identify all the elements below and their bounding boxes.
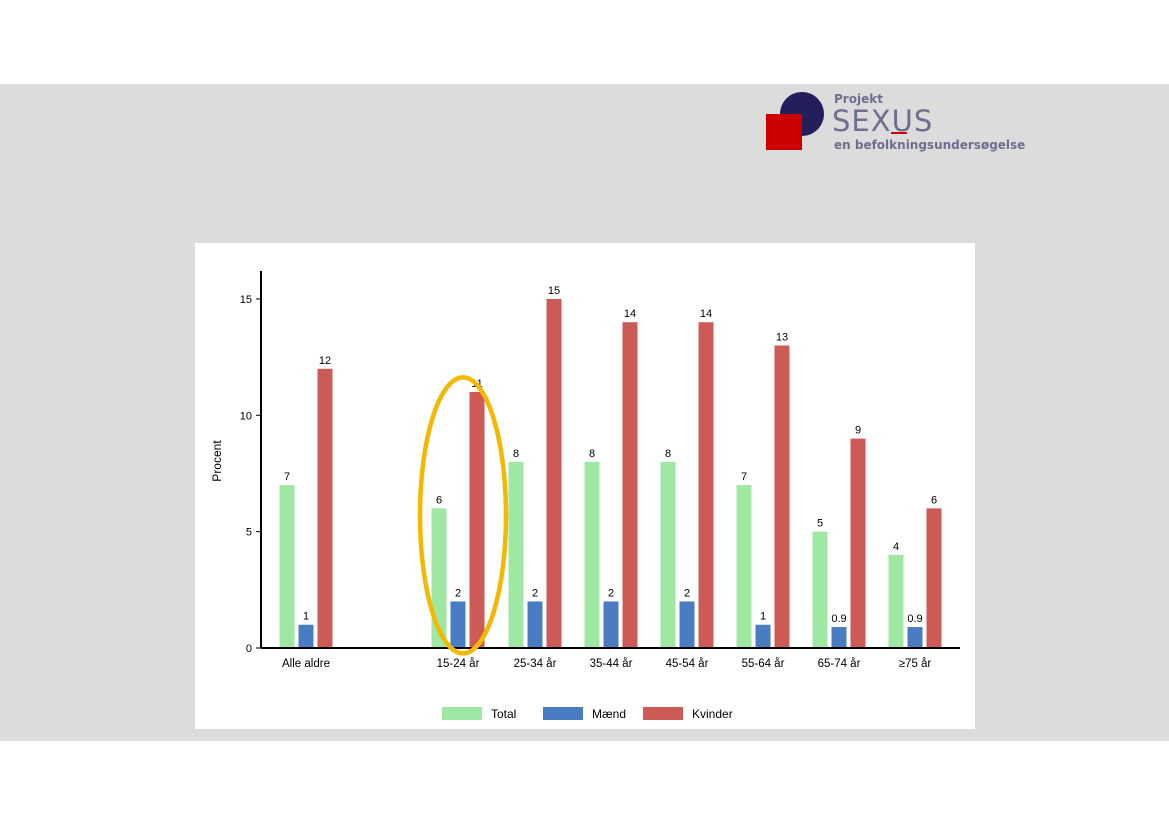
legend-swatch: [543, 707, 583, 720]
bar-value-label: 9: [855, 425, 861, 437]
bar: [812, 531, 828, 648]
bar-value-label: 2: [532, 587, 538, 599]
bar-value-label: 14: [700, 308, 712, 320]
x-tick-label: 15-24 år: [437, 658, 480, 670]
bar: [755, 624, 771, 648]
bar: [888, 554, 904, 648]
bar: [831, 627, 847, 648]
x-tick-label: 25-34 år: [514, 658, 557, 670]
bar-value-label: 8: [589, 448, 595, 460]
bar: [584, 461, 600, 648]
x-tick-label: ≥75 år: [899, 658, 932, 670]
legend-label: Kvinder: [692, 707, 733, 721]
bar: [527, 601, 543, 648]
bar: [679, 601, 695, 648]
logo-wordmark: SEXUS: [832, 104, 934, 138]
bar: [450, 601, 466, 648]
bar-value-label: 6: [931, 494, 937, 506]
x-tick-label: 45-54 år: [666, 658, 709, 670]
sexus-logo: Projekt SEXUS en befolkningsundersøgelse: [766, 92, 1026, 156]
bar-value-label: 15: [548, 285, 560, 297]
x-tick-label: 55-64 år: [742, 658, 785, 670]
bar: [317, 368, 333, 648]
y-tick-label: 15: [240, 294, 252, 306]
x-tick-label: 65-74 år: [818, 658, 861, 670]
bar-value-label: 12: [319, 355, 331, 367]
bar-value-label: 1: [760, 611, 766, 623]
logo-square-mark: [766, 114, 802, 150]
x-tick-label: 35-44 år: [590, 658, 633, 670]
bar: [298, 624, 314, 648]
bar-value-label: 0.9: [907, 613, 922, 625]
bar-value-label: 1: [303, 611, 309, 623]
bar-value-label: 14: [624, 308, 636, 320]
bar: [431, 508, 447, 648]
bar: [736, 485, 752, 648]
bar: [546, 298, 562, 648]
bar: [698, 322, 714, 648]
legend-label: Total: [491, 707, 516, 721]
bar: [660, 461, 676, 648]
bar-value-label: 5: [817, 518, 823, 530]
logo-underline-mark: [891, 132, 907, 134]
bar-value-label: 13: [776, 331, 788, 343]
bar: [622, 322, 638, 648]
x-tick-label: Alle aldre: [282, 658, 330, 670]
bar-value-label: 2: [608, 587, 614, 599]
bar: [907, 627, 923, 648]
bar-value-label: 7: [284, 471, 290, 483]
bar: [469, 392, 485, 648]
y-tick-label: 0: [246, 643, 252, 655]
chart-panel: 0 5 10 15 Procent 7 1 12 Alle aldre 6 2 11 15-24 år…: [195, 243, 975, 729]
bars-layer: [279, 298, 942, 648]
bar-value-label: 6: [436, 494, 442, 506]
bar-value-label: 4: [893, 541, 899, 553]
bar-value-label: 8: [665, 448, 671, 460]
y-axis-label: Procent: [210, 440, 224, 482]
bar-value-label: 2: [684, 587, 690, 599]
bar: [774, 345, 790, 648]
y-tick-label: 5: [246, 527, 252, 539]
bar: [279, 485, 295, 648]
bar-value-label: 8: [513, 448, 519, 460]
legend-swatch: [442, 707, 482, 720]
y-tick-label: 10: [240, 410, 252, 422]
logo-tagline: en befolkningsundersøgelse: [834, 138, 1026, 152]
highlight-ellipse: [417, 375, 509, 656]
logo-line1: Projekt: [834, 92, 883, 106]
bar: [508, 461, 524, 648]
bar-value-label: 2: [455, 587, 461, 599]
bar-value-label: 7: [741, 471, 747, 483]
legend: Total Mænd Kvinder: [442, 707, 733, 721]
bar: [850, 438, 866, 648]
bar-value-label: 0.9: [831, 613, 846, 625]
bar: [603, 601, 619, 648]
legend-swatch: [643, 707, 683, 720]
highlight-layer: [417, 375, 509, 656]
bar: [926, 508, 942, 648]
legend-label: Mænd: [592, 707, 626, 721]
